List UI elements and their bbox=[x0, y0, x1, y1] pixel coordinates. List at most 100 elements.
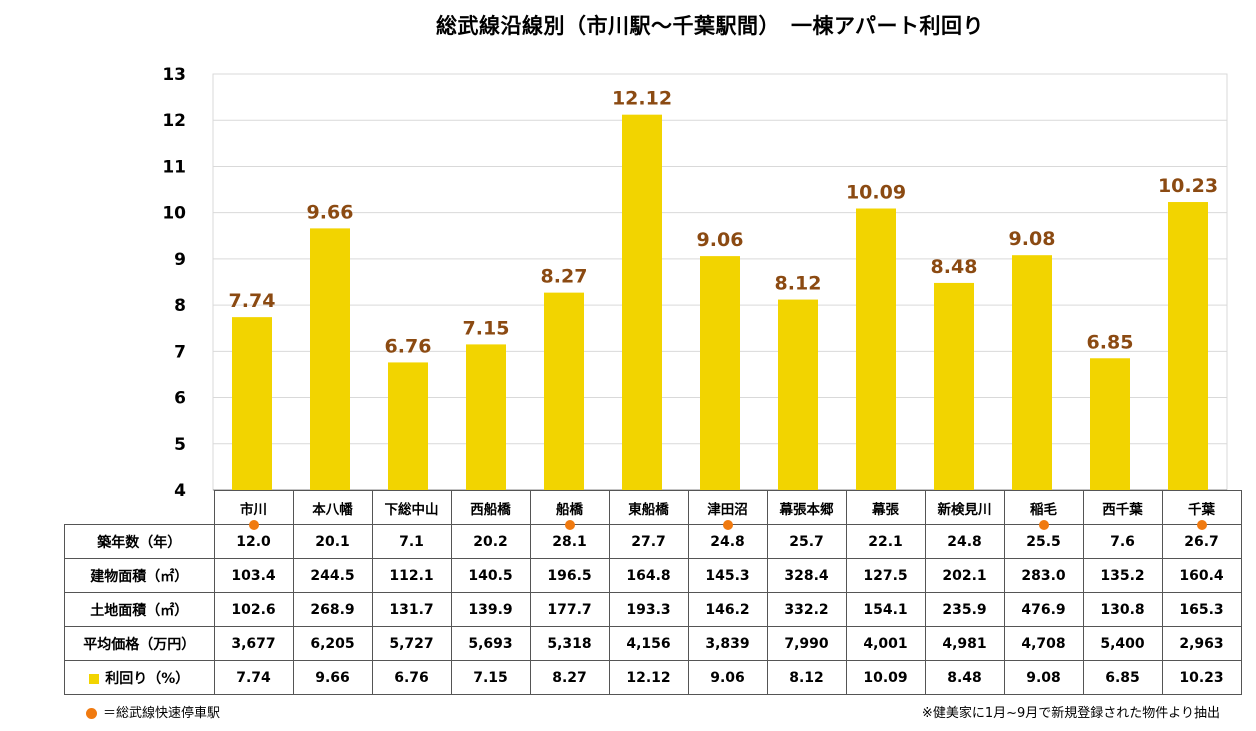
x-tick-label: 西船橋 bbox=[470, 501, 511, 518]
table-row: 平均価格（万円） 3,677 6,205 5,727 5,693 5,318 4,156 3,… bbox=[64, 626, 1242, 661]
table-cell: 20.1 bbox=[292, 524, 373, 559]
table-cell: 5,400 bbox=[1082, 626, 1163, 661]
rapid-stop-dot-icon bbox=[1196, 520, 1207, 530]
data-label: 10.23 bbox=[1158, 175, 1218, 197]
row-label-text: 土地面積（㎡） bbox=[90, 602, 189, 619]
table-cell: 10.09 bbox=[845, 660, 926, 695]
table-cell: 10.23 bbox=[1161, 660, 1242, 695]
table-cell: 160.4 bbox=[1161, 558, 1242, 593]
data-label: 6.76 bbox=[385, 335, 432, 357]
data-label: 10.09 bbox=[846, 182, 906, 204]
table-cell: 3,839 bbox=[687, 626, 768, 661]
x-tick-label: 津田沼 bbox=[707, 501, 748, 518]
bar bbox=[934, 282, 974, 490]
table-cell: 6.85 bbox=[1082, 660, 1163, 695]
data-label: 8.48 bbox=[931, 256, 978, 278]
bar bbox=[700, 256, 740, 490]
table-cell: 2,963 bbox=[1161, 626, 1242, 661]
x-tick-label: 東船橋 bbox=[628, 501, 669, 518]
bar bbox=[856, 208, 896, 491]
category-cell: 東船橋 bbox=[608, 490, 689, 525]
data-label: 9.06 bbox=[697, 229, 744, 251]
category-cell: 船橋 bbox=[529, 490, 610, 530]
bar bbox=[310, 228, 350, 491]
category-cell: 幕張 bbox=[845, 490, 926, 525]
y-tick-label: 8 bbox=[174, 296, 186, 316]
table-cell: 8.12 bbox=[766, 660, 847, 695]
data-label: 8.27 bbox=[541, 266, 588, 288]
category-cell: 下総中山 bbox=[371, 490, 452, 525]
table-cell: 9.06 bbox=[687, 660, 768, 695]
table-cell: 135.2 bbox=[1082, 558, 1163, 593]
data-label: 9.66 bbox=[307, 201, 354, 223]
rapid-stop-dot-icon bbox=[722, 520, 733, 530]
table-cell: 332.2 bbox=[766, 592, 847, 627]
category-cell: 西船橋 bbox=[450, 490, 531, 525]
x-tick-label: 船橋 bbox=[556, 501, 583, 518]
table-cell: 8.48 bbox=[924, 660, 1005, 695]
x-tick-label: 下総中山 bbox=[384, 501, 439, 518]
category-cell: 新検見川 bbox=[924, 490, 1005, 525]
y-tick-label: 10 bbox=[162, 204, 186, 224]
row-label: 利回り（%） bbox=[64, 660, 215, 695]
x-tick-label: 千葉 bbox=[1188, 501, 1215, 518]
y-tick-label: 12 bbox=[162, 111, 186, 131]
table-cell: 164.8 bbox=[608, 558, 689, 593]
bar bbox=[232, 317, 272, 490]
table-cell: 112.1 bbox=[371, 558, 452, 593]
y-tick-label: 5 bbox=[174, 435, 186, 455]
bar bbox=[466, 344, 506, 490]
table-cell: 196.5 bbox=[529, 558, 610, 593]
x-tick-label: 西千葉 bbox=[1102, 501, 1143, 518]
x-tick-label: 市川 bbox=[240, 501, 267, 518]
y-tick-label: 6 bbox=[174, 389, 186, 409]
rapid-stop-dot-icon bbox=[248, 520, 259, 530]
bar bbox=[622, 114, 662, 491]
table-cell: 25.7 bbox=[766, 524, 847, 559]
rapid-stop-dot-icon bbox=[86, 708, 97, 719]
table-cell: 235.9 bbox=[924, 592, 1005, 627]
table-cell: 7.74 bbox=[213, 660, 294, 695]
table-cell: 202.1 bbox=[924, 558, 1005, 593]
row-label-text: 建物面積（㎡） bbox=[90, 568, 189, 585]
table-cell: 7.15 bbox=[450, 660, 531, 695]
table-row: 築年数（年） 12.0 20.1 7.1 20.2 28.1 27.7 24.8 25.7 22.… bbox=[64, 524, 1242, 559]
table-cell: 328.4 bbox=[766, 558, 847, 593]
row-label-text: 利回り（%） bbox=[105, 670, 190, 687]
bar-chart: 456789101112137.749.666.767.158.2712.129… bbox=[162, 65, 1228, 500]
table-cell: 476.9 bbox=[1003, 592, 1084, 627]
y-tick-label: 9 bbox=[174, 250, 186, 270]
table-cell: 7,990 bbox=[766, 626, 847, 661]
table-row: 土地面積（㎡） 102.6 268.9 131.7 139.9 177.7 193.3 146… bbox=[64, 592, 1242, 627]
row-label: 平均価格（万円） bbox=[64, 626, 215, 661]
table-cell: 4,708 bbox=[1003, 626, 1084, 661]
table-cell: 20.2 bbox=[450, 524, 531, 559]
table-cell: 193.3 bbox=[608, 592, 689, 627]
table-cell: 22.1 bbox=[845, 524, 926, 559]
table-cell: 24.8 bbox=[924, 524, 1005, 559]
table-cell: 9.66 bbox=[292, 660, 373, 695]
row-label: 築年数（年） bbox=[64, 524, 215, 559]
row-label-text: 平均価格（万円） bbox=[83, 636, 196, 653]
data-label: 8.12 bbox=[775, 273, 822, 295]
y-tick-label: 11 bbox=[162, 157, 186, 177]
data-label: 12.12 bbox=[612, 88, 672, 110]
table-cell: 268.9 bbox=[292, 592, 373, 627]
table-cell: 102.6 bbox=[213, 592, 294, 627]
bar bbox=[388, 362, 428, 490]
category-cell: 市川 bbox=[213, 490, 294, 530]
table-cell: 6,205 bbox=[292, 626, 373, 661]
x-tick-label: 稲毛 bbox=[1030, 501, 1057, 518]
table-cell: 103.4 bbox=[213, 558, 294, 593]
data-label: 7.15 bbox=[463, 317, 510, 339]
table-cell: 6.76 bbox=[371, 660, 452, 695]
bar bbox=[1090, 358, 1130, 490]
category-cell: 幕張本郷 bbox=[766, 490, 847, 525]
y-tick-label: 7 bbox=[174, 342, 186, 362]
category-cell: 本八幡 bbox=[292, 490, 373, 525]
table-cell: 5,693 bbox=[450, 626, 531, 661]
table-cell: 127.5 bbox=[845, 558, 926, 593]
rapid-stop-dot-icon bbox=[564, 520, 575, 530]
table-cell: 165.3 bbox=[1161, 592, 1242, 627]
table-row: 建物面積（㎡） 103.4 244.5 112.1 140.5 196.5 164.8 145… bbox=[64, 558, 1242, 593]
